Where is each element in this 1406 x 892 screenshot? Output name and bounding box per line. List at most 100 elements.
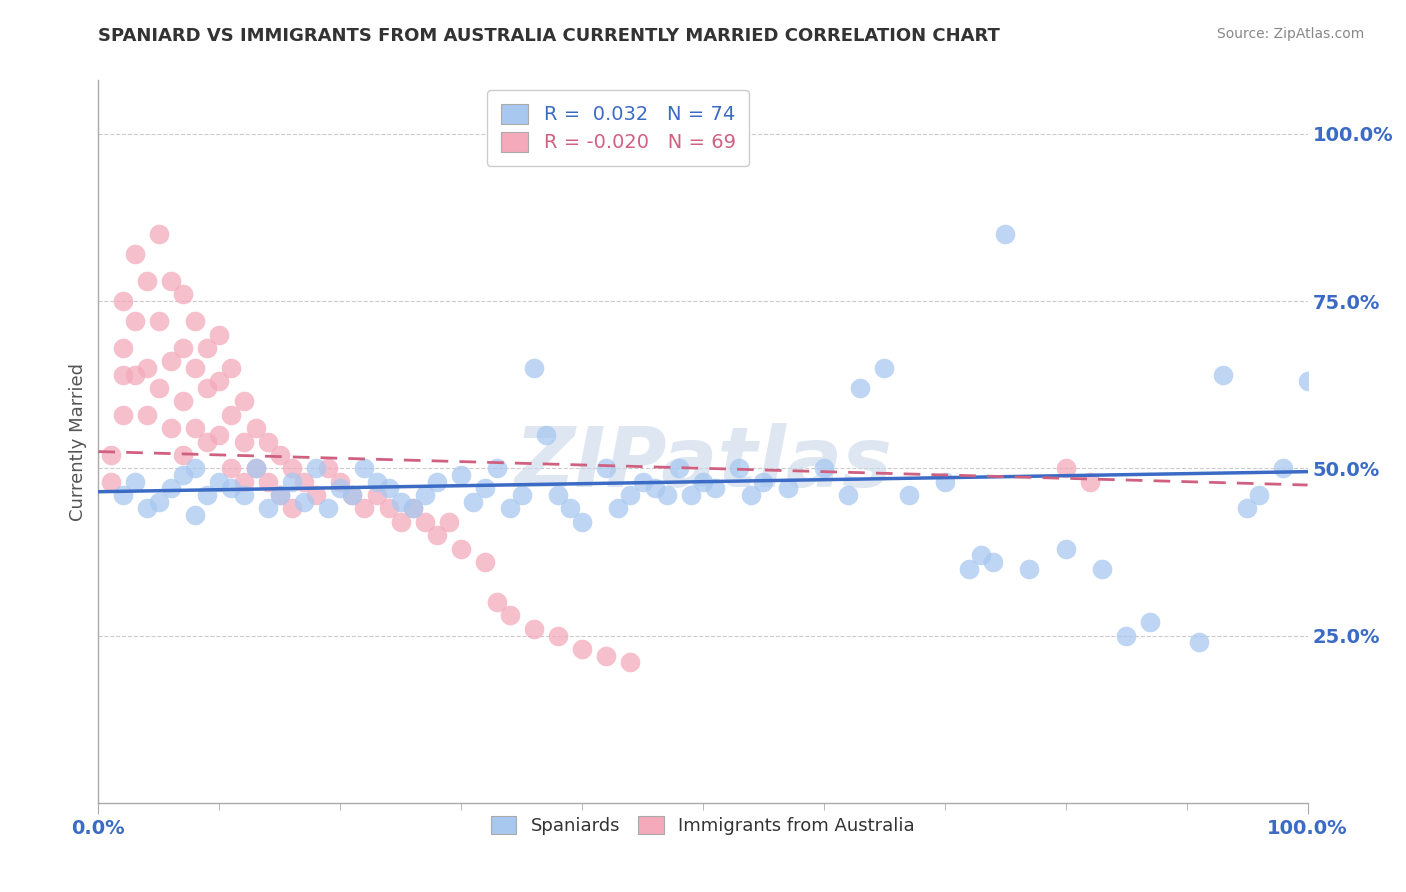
Point: [208, 375, 231, 389]
Point: [897, 488, 920, 502]
Point: [571, 515, 593, 529]
Text: SPANIARD VS IMMIGRANTS FROM AUSTRALIA CURRENTLY MARRIED CORRELATION CHART: SPANIARD VS IMMIGRANTS FROM AUSTRALIA CU…: [98, 27, 1000, 45]
Point: [135, 408, 157, 422]
Point: [523, 622, 546, 636]
Point: [124, 314, 146, 328]
Point: [316, 461, 339, 475]
Point: [256, 434, 278, 449]
Point: [377, 501, 399, 516]
Point: [595, 648, 617, 663]
Point: [366, 488, 388, 502]
Point: [172, 467, 194, 482]
Point: [389, 494, 412, 508]
Y-axis label: Currently Married: Currently Married: [69, 362, 87, 521]
Point: [752, 475, 775, 489]
Point: [135, 501, 157, 516]
Point: [413, 488, 436, 502]
Point: [1296, 375, 1319, 389]
Point: [232, 475, 254, 489]
Point: [148, 227, 170, 242]
Point: [111, 488, 134, 502]
Point: [353, 501, 375, 516]
Point: [463, 494, 485, 508]
Point: [1272, 461, 1295, 475]
Point: [111, 408, 134, 422]
Point: [426, 528, 449, 542]
Point: [195, 341, 218, 355]
Point: [292, 494, 315, 508]
Point: [619, 655, 641, 669]
Point: [704, 482, 727, 496]
Point: [450, 467, 472, 482]
Point: [498, 608, 520, 623]
Point: [631, 475, 654, 489]
Point: [208, 327, 231, 342]
Point: [111, 368, 134, 382]
Point: [256, 501, 278, 516]
Point: [655, 488, 678, 502]
Point: [970, 548, 993, 563]
Point: [292, 475, 315, 489]
Point: [474, 555, 496, 569]
Point: [740, 488, 762, 502]
Point: [1078, 475, 1101, 489]
Point: [981, 555, 1004, 569]
Point: [148, 494, 170, 508]
Point: [558, 501, 581, 516]
Point: [316, 501, 339, 516]
Point: [342, 488, 364, 502]
Point: [195, 434, 218, 449]
Point: [111, 341, 134, 355]
Point: [232, 394, 254, 409]
Point: [934, 475, 956, 489]
Point: [547, 488, 569, 502]
Point: [148, 314, 170, 328]
Point: [486, 461, 509, 475]
Point: [232, 434, 254, 449]
Point: [245, 421, 267, 435]
Point: [100, 475, 122, 489]
Point: [776, 482, 799, 496]
Point: [221, 408, 243, 422]
Point: [402, 501, 425, 516]
Point: [366, 475, 388, 489]
Point: [377, 482, 399, 496]
Point: [160, 421, 183, 435]
Point: [1115, 628, 1137, 642]
Point: [221, 461, 243, 475]
Text: ZIPatlas: ZIPatlas: [515, 423, 891, 504]
Point: [305, 461, 328, 475]
Point: [873, 361, 896, 376]
Point: [1236, 501, 1258, 516]
Point: [281, 475, 304, 489]
Point: [208, 427, 231, 442]
Point: [1249, 488, 1271, 502]
Point: [124, 247, 146, 261]
Point: [305, 488, 328, 502]
Point: [245, 461, 267, 475]
Point: [547, 628, 569, 642]
Point: [450, 541, 472, 556]
Point: [402, 501, 425, 516]
Point: [232, 488, 254, 502]
Point: [1212, 368, 1234, 382]
Point: [498, 501, 520, 516]
Point: [679, 488, 702, 502]
Point: [172, 341, 194, 355]
Point: [160, 354, 183, 368]
Point: [957, 562, 980, 576]
Point: [728, 461, 751, 475]
Point: [135, 361, 157, 376]
Point: [571, 642, 593, 657]
Point: [595, 461, 617, 475]
Point: [269, 488, 291, 502]
Point: [208, 475, 231, 489]
Text: Source: ZipAtlas.com: Source: ZipAtlas.com: [1216, 27, 1364, 41]
Point: [389, 515, 412, 529]
Point: [329, 482, 352, 496]
Point: [474, 482, 496, 496]
Point: [221, 482, 243, 496]
Point: [172, 394, 194, 409]
Point: [1188, 635, 1211, 649]
Point: [486, 595, 509, 609]
